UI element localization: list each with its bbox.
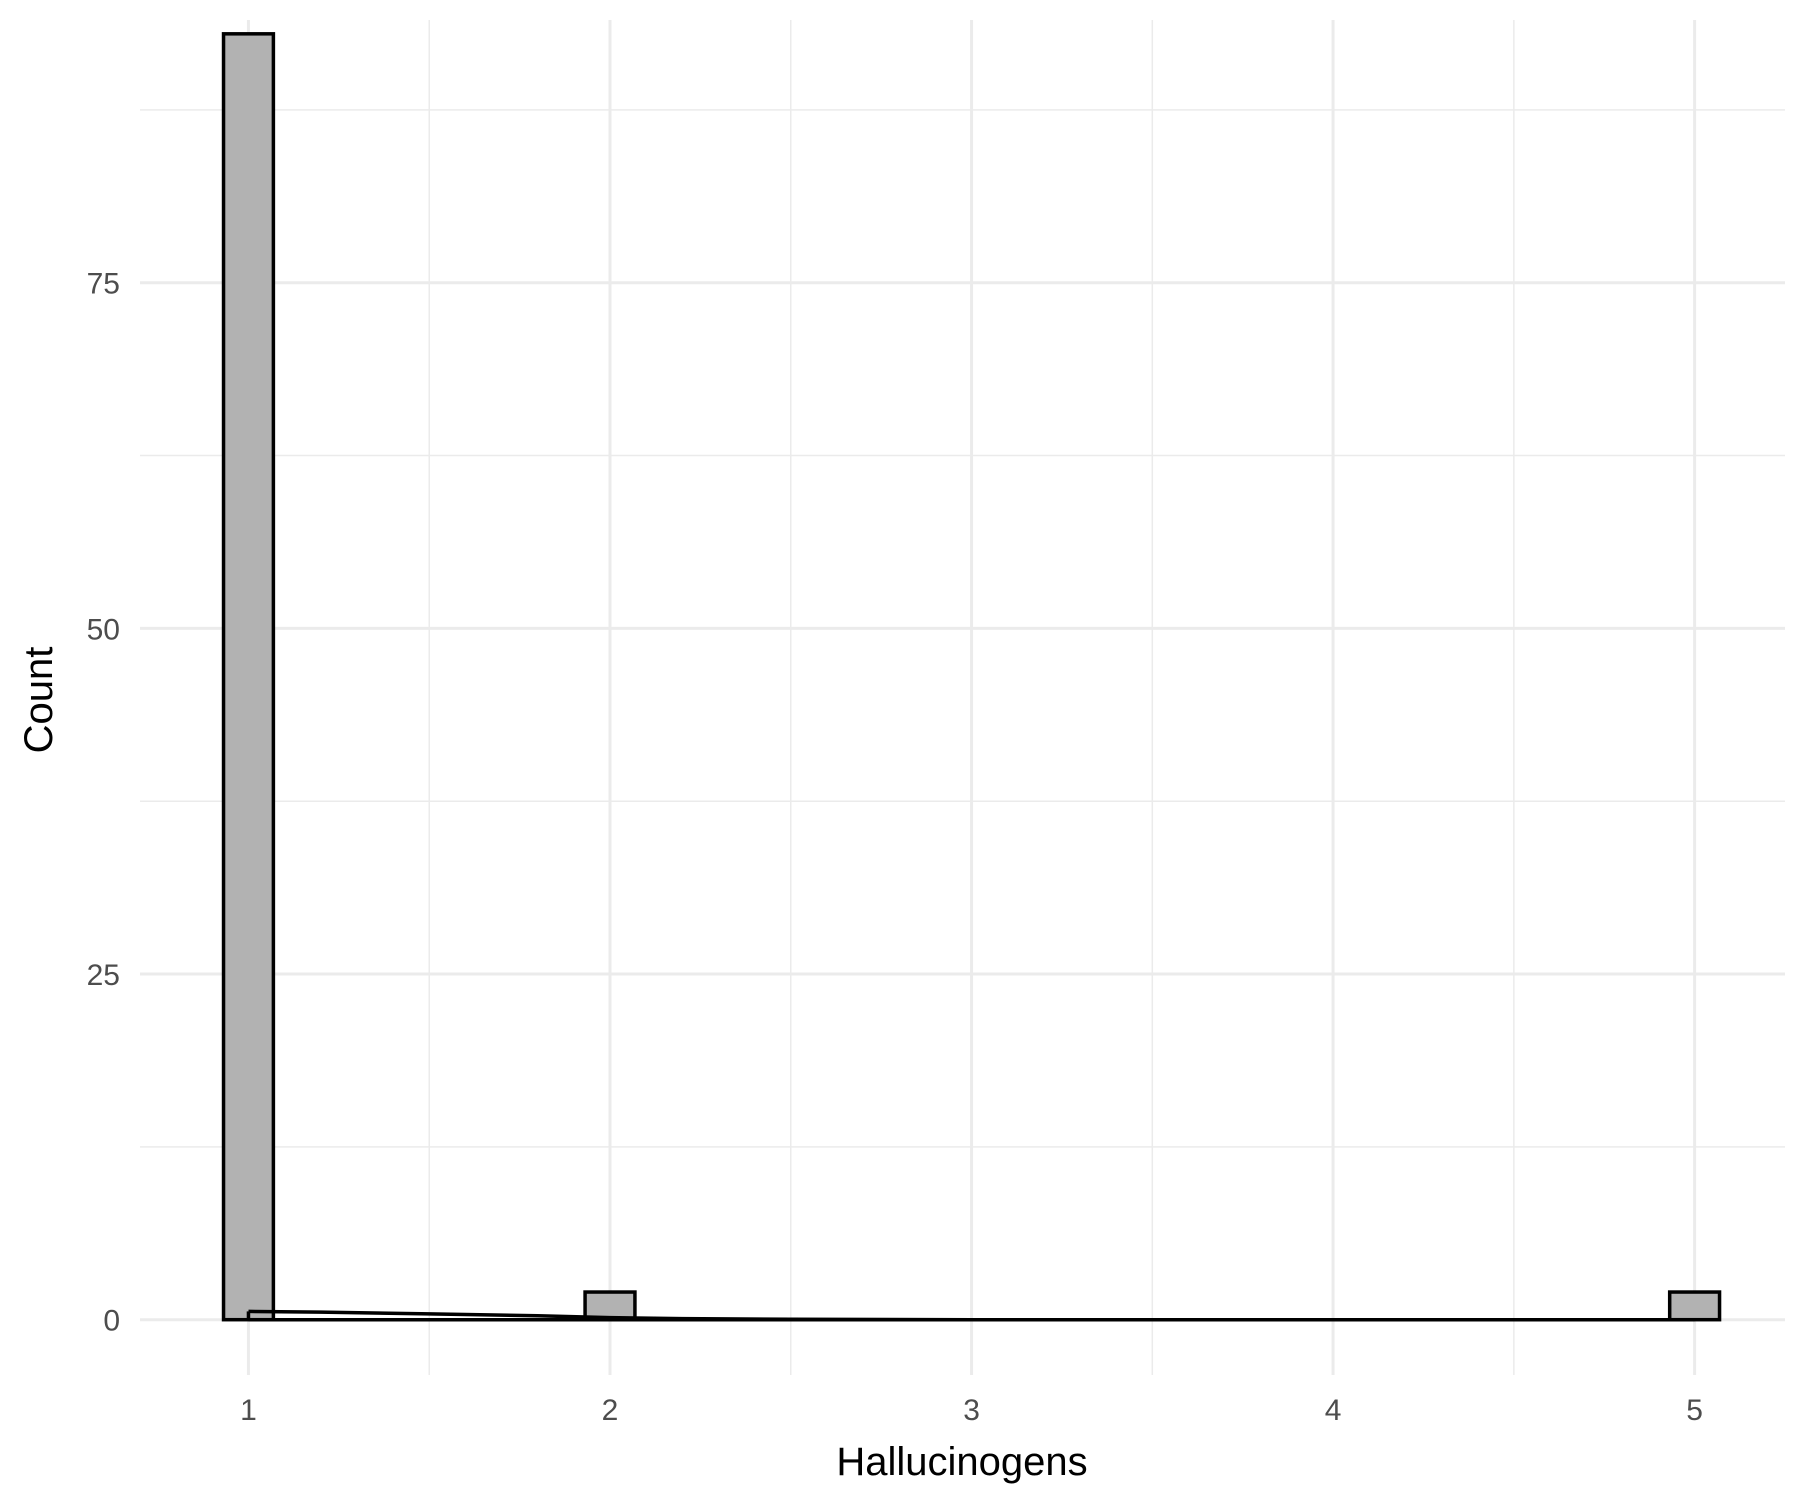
x-tick-label: 5	[1686, 1394, 1703, 1427]
histogram-bars	[221, 32, 1722, 1322]
y-tick-label: 50	[87, 613, 120, 646]
x-tick-label: 1	[240, 1394, 257, 1427]
histogram-bar	[1667, 1290, 1722, 1322]
y-tick-label: 75	[87, 268, 120, 301]
y-axis-title: Count	[17, 647, 61, 754]
y-tick-label: 25	[87, 959, 120, 992]
x-axis-tick-labels: 1 2 3 4 5	[240, 1394, 1703, 1427]
x-axis-title: Hallucinogens	[836, 1440, 1087, 1484]
x-tick-label: 4	[1325, 1394, 1342, 1427]
histogram-bar	[221, 32, 276, 1322]
y-axis-tick-labels: 0 25 50 75	[87, 268, 120, 1338]
density-line-group	[246, 1309, 1695, 1322]
minor-gridlines	[140, 20, 1785, 1375]
x-tick-label: 2	[602, 1394, 619, 1427]
x-tick-label: 3	[963, 1394, 980, 1427]
y-tick-label: 0	[103, 1305, 120, 1338]
